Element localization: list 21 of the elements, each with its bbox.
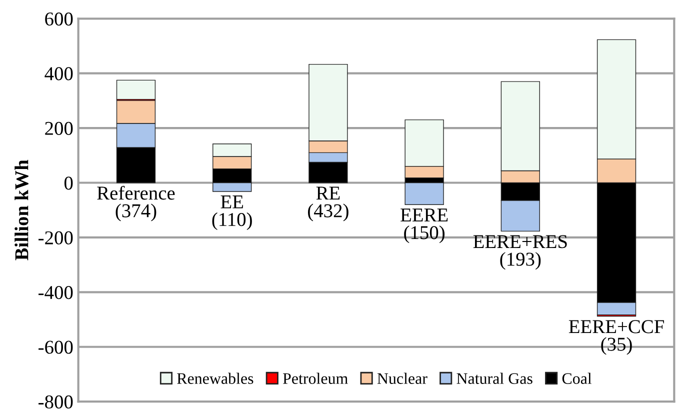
y-tick-label: -200 [38, 231, 73, 244]
legend-label: Nuclear [377, 372, 428, 384]
y-axis-title: Billion kWh [14, 160, 28, 260]
x-tick-label: EERE (150) [400, 208, 448, 244]
y-tick-label: 600 [45, 12, 73, 26]
y-tick-label: 400 [44, 67, 73, 80]
legend-label: Renewables [177, 372, 254, 384]
x-tick-label: EERE+RES (193) [473, 235, 567, 270]
y-tick-label: 200 [45, 122, 73, 135]
x-tick-label: Reference (374) [97, 186, 175, 222]
legend-label: Coal [562, 372, 592, 384]
y-tick-label: -400 [38, 286, 73, 300]
y-tick-label: 0 [64, 176, 73, 190]
bar [404, 182, 444, 205]
x-tick-label: RE (432) [308, 186, 348, 222]
y-tick-label: -800 [38, 395, 73, 409]
legend-label: Natural Gas [456, 372, 532, 384]
x-tick-label: EE (110) [212, 196, 252, 230]
y-tick-label: -600 [38, 340, 73, 354]
x-tick-label: EERE+CCF (35) [568, 320, 664, 355]
legend-label: Petroleum [282, 372, 348, 384]
